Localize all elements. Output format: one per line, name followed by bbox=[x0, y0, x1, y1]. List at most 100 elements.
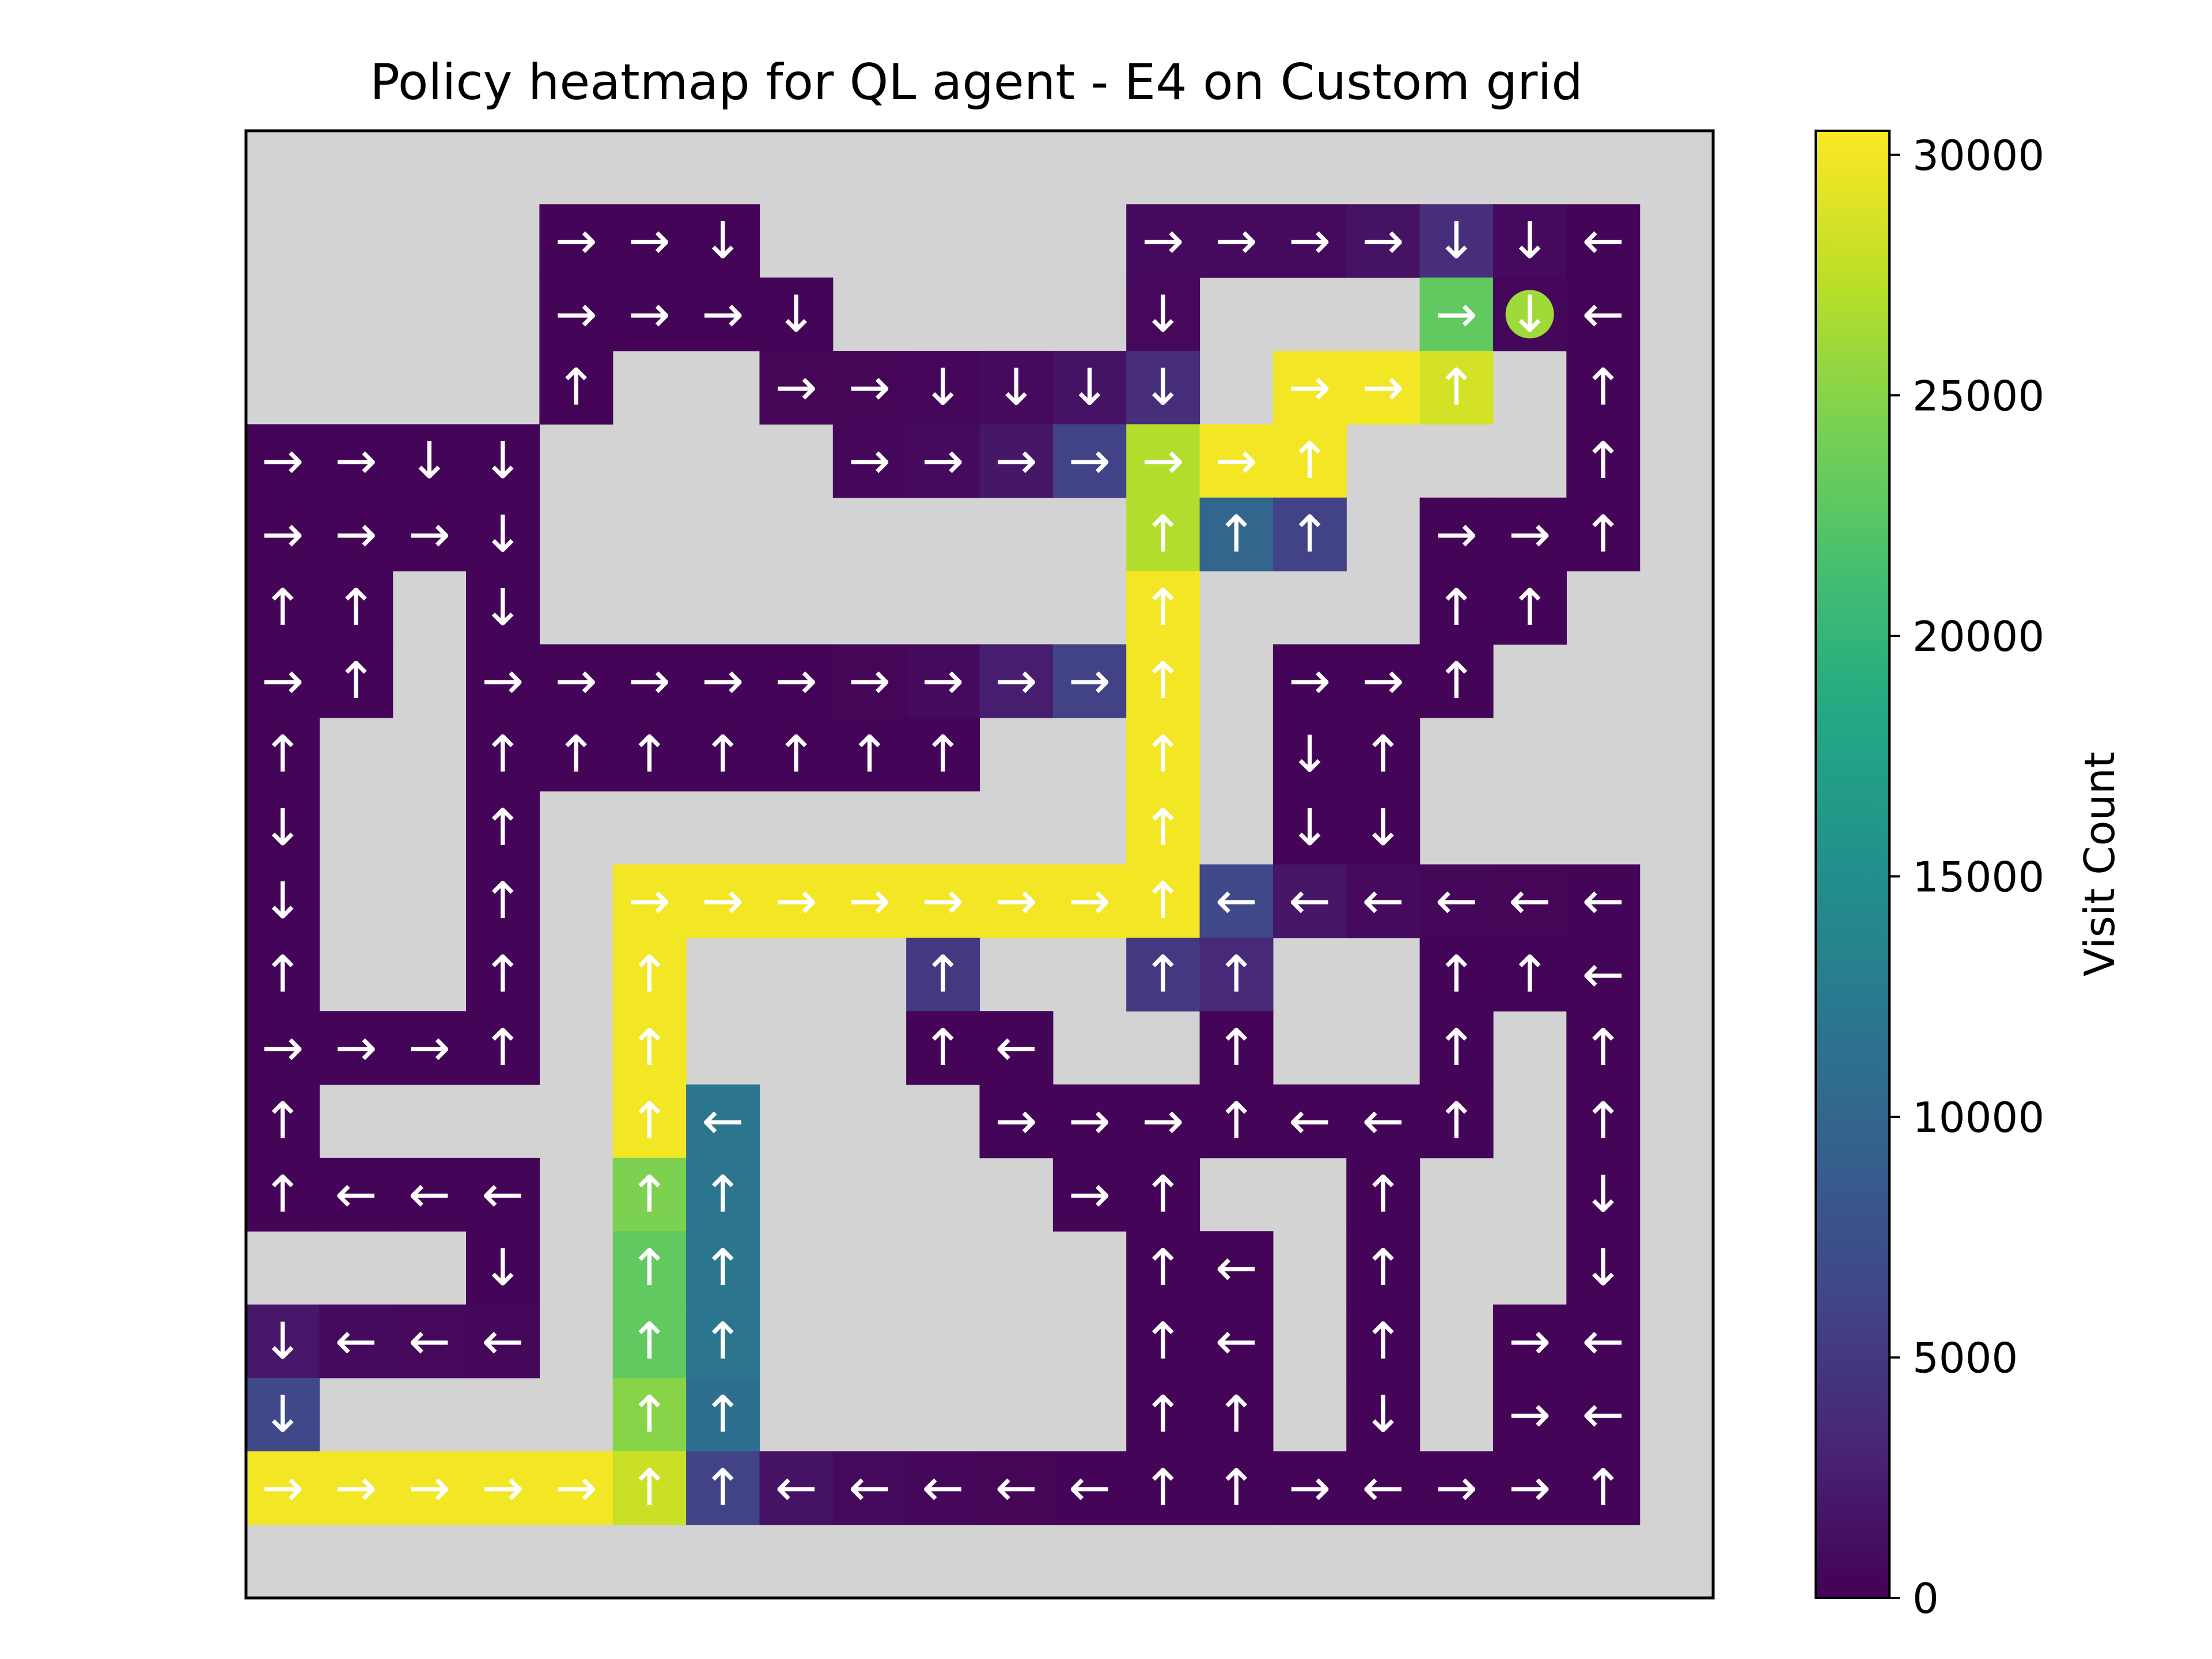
policy-arrow: → bbox=[922, 431, 964, 490]
colorbar bbox=[1815, 130, 1891, 1599]
heatmap-cell bbox=[612, 1451, 687, 1525]
policy-arrow: → bbox=[849, 431, 891, 490]
policy-arrow: → bbox=[1142, 1091, 1184, 1150]
policy-arrow: ↑ bbox=[1435, 945, 1478, 1004]
heatmap-cell bbox=[906, 937, 980, 1012]
policy-arrow: ↑ bbox=[1362, 1311, 1404, 1370]
policy-arrow: → bbox=[335, 1018, 377, 1077]
colorbar-tick-label: 25000 bbox=[1912, 372, 2044, 420]
policy-arrow: ↑ bbox=[482, 1018, 524, 1077]
policy-arrow: ↑ bbox=[1142, 871, 1184, 930]
heatmap-cell bbox=[1346, 1377, 1421, 1452]
heatmap-cell bbox=[1199, 1451, 1274, 1525]
heatmap-cell bbox=[1346, 1084, 1421, 1158]
policy-arrow: → bbox=[335, 504, 377, 563]
heatmap-cell bbox=[1419, 937, 1494, 1012]
heatmap-cell bbox=[1199, 937, 1274, 1012]
goal-layer: ↓ bbox=[1505, 284, 1554, 343]
heatmap-cell bbox=[612, 1304, 687, 1378]
policy-arrow: ↑ bbox=[1215, 1385, 1257, 1444]
policy-arrow: ↑ bbox=[555, 724, 597, 783]
policy-arrow: ↑ bbox=[628, 1018, 671, 1077]
heatmap-cell bbox=[612, 1011, 687, 1085]
heatmap-cell bbox=[1126, 1084, 1200, 1158]
heatmap-cell bbox=[246, 1377, 320, 1452]
policy-arrow: → bbox=[482, 651, 524, 710]
policy-arrow: → bbox=[1509, 1458, 1551, 1517]
heatmap-cell bbox=[319, 571, 393, 645]
heatmap-cell bbox=[1126, 424, 1200, 498]
heatmap-cell bbox=[1126, 497, 1200, 571]
policy-arrow: → bbox=[849, 358, 891, 417]
heatmap-cell bbox=[246, 571, 320, 645]
policy-arrow: → bbox=[995, 871, 1037, 930]
heatmap-cell bbox=[319, 1157, 393, 1232]
policy-arrow: ↑ bbox=[702, 724, 744, 783]
policy-arrow: ↑ bbox=[628, 1385, 671, 1444]
policy-arrow: ← bbox=[1362, 871, 1404, 930]
policy-arrow: ↑ bbox=[1142, 724, 1184, 783]
heatmap-cell bbox=[392, 497, 467, 571]
heatmap-cell bbox=[1493, 937, 1567, 1012]
heatmap-cell bbox=[392, 1011, 467, 1085]
policy-arrow: ↑ bbox=[628, 724, 671, 783]
heatmap-cell bbox=[759, 277, 834, 351]
heatmap-cell bbox=[1126, 277, 1200, 351]
heatmap-cell bbox=[686, 1231, 760, 1305]
policy-arrow: → bbox=[555, 211, 597, 270]
policy-arrow: → bbox=[628, 871, 671, 930]
policy-arrow: → bbox=[1069, 1091, 1111, 1150]
heatmap-cell bbox=[1052, 864, 1127, 938]
heatmap-cell bbox=[979, 351, 1054, 425]
heatmap-cell bbox=[1419, 497, 1494, 571]
heatmap-cell bbox=[246, 1084, 320, 1158]
policy-arrow: ↑ bbox=[1582, 504, 1624, 563]
heatmap-cell bbox=[612, 277, 687, 351]
policy-arrow: ↑ bbox=[1362, 1238, 1404, 1297]
policy-arrow: ← bbox=[408, 1165, 451, 1224]
heatmap-cell bbox=[246, 644, 320, 718]
policy-arrow: ↓ bbox=[1509, 284, 1551, 343]
heatmap-cell bbox=[1566, 277, 1641, 351]
policy-arrow: ↑ bbox=[1582, 1018, 1624, 1077]
policy-arrow: ↑ bbox=[922, 724, 964, 783]
heatmap-cell bbox=[1419, 644, 1494, 718]
policy-arrow: ↓ bbox=[262, 871, 304, 930]
heatmap-cell bbox=[832, 1451, 907, 1525]
policy-arrow: ↑ bbox=[1362, 724, 1404, 783]
policy-arrow: → bbox=[702, 651, 744, 710]
heatmap-cell bbox=[1272, 204, 1347, 278]
policy-arrow: ↑ bbox=[1362, 1165, 1404, 1224]
heatmap-cell bbox=[466, 1157, 540, 1232]
heatmap-cell bbox=[612, 937, 687, 1012]
policy-arrow: ↑ bbox=[1142, 1385, 1184, 1444]
policy-arrow: → bbox=[1215, 211, 1257, 270]
policy-arrow: → bbox=[628, 284, 671, 343]
colorbar-tick-label: 5000 bbox=[1912, 1334, 2018, 1382]
policy-arrow: ↓ bbox=[1142, 358, 1184, 417]
policy-arrow: ↑ bbox=[702, 1238, 744, 1297]
policy-arrow: ← bbox=[335, 1311, 377, 1370]
policy-arrow: ↑ bbox=[482, 945, 524, 1004]
policy-arrow: ← bbox=[995, 1458, 1037, 1517]
heatmap-cell bbox=[612, 717, 687, 791]
policy-arrow: ← bbox=[482, 1165, 524, 1224]
policy-arrow: ↑ bbox=[628, 1238, 671, 1297]
heatmap-cell bbox=[466, 717, 540, 791]
policy-arrow: ↓ bbox=[1435, 211, 1478, 270]
heatmap-cell bbox=[1199, 1304, 1274, 1378]
policy-arrow: ↓ bbox=[482, 504, 524, 563]
heatmap-cell bbox=[1052, 424, 1127, 498]
heatmap-cell bbox=[906, 1451, 980, 1525]
policy-arrow: ← bbox=[775, 1458, 817, 1517]
policy-arrow: ↓ bbox=[922, 358, 964, 417]
heatmap-cell bbox=[906, 1011, 980, 1085]
policy-arrow: → bbox=[1509, 1311, 1551, 1370]
heatmap-cell bbox=[612, 1231, 687, 1305]
heatmap-cell bbox=[1566, 1304, 1641, 1378]
policy-arrow: → bbox=[1142, 211, 1184, 270]
heatmap-cell bbox=[392, 1304, 467, 1378]
heatmap-cell bbox=[1346, 864, 1421, 938]
heatmap-cell bbox=[686, 277, 760, 351]
heatmap-cell bbox=[1419, 204, 1494, 278]
